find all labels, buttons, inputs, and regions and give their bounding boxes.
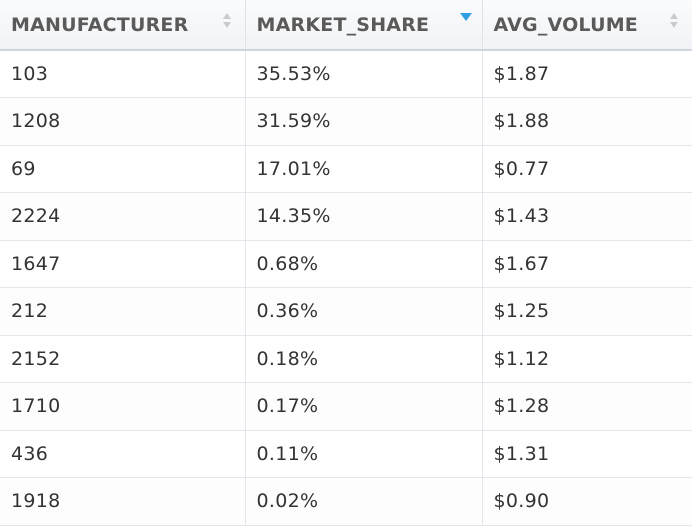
sort-descending-arrow-icon <box>670 22 678 28</box>
header-row: MANUFACTURER MARKET_SHARE AVG_VOLUME <box>0 0 692 51</box>
cell-manufacturer: 1647 <box>0 240 246 288</box>
cell-market-share: 0.02% <box>245 477 483 526</box>
cell-manufacturer: 2152 <box>0 335 246 383</box>
cell-avg-volume: $0.77 <box>482 145 692 193</box>
cell-market-share: 17.01% <box>245 145 483 193</box>
column-header-manufacturer[interactable]: MANUFACTURER <box>0 0 246 51</box>
table-row[interactable]: 212 0.36% $1.25 <box>0 287 692 336</box>
cell-avg-volume: $1.28 <box>482 382 692 431</box>
cell-avg-volume: $1.25 <box>482 287 692 336</box>
cell-avg-volume: $0.90 <box>482 477 692 526</box>
table-row[interactable]: 69 17.01% $0.77 <box>0 145 692 193</box>
cell-market-share: 0.36% <box>245 287 483 336</box>
sort-ascending-arrow-icon <box>670 13 678 19</box>
cell-market-share: 14.35% <box>245 192 483 241</box>
cell-manufacturer: 1208 <box>0 97 246 146</box>
table-body: 103 35.53% $1.87 1208 31.59% $1.88 69 17… <box>0 50 692 526</box>
table-row[interactable]: 436 0.11% $1.31 <box>0 430 692 478</box>
cell-market-share: 0.17% <box>245 382 483 431</box>
table-row[interactable]: 1208 31.59% $1.88 <box>0 97 692 146</box>
column-header-market-share[interactable]: MARKET_SHARE <box>245 0 483 51</box>
cell-avg-volume: $1.43 <box>482 192 692 241</box>
cell-market-share: 0.18% <box>245 335 483 383</box>
cell-avg-volume: $1.87 <box>482 50 692 98</box>
table-row[interactable]: 1918 0.02% $0.90 <box>0 477 692 526</box>
cell-avg-volume: $1.31 <box>482 430 692 478</box>
column-header-label: AVG_VOLUME <box>493 13 638 36</box>
table-row[interactable]: 1710 0.17% $1.28 <box>0 382 692 431</box>
table-header: MANUFACTURER MARKET_SHARE AVG_VOLUME <box>0 0 692 51</box>
cell-manufacturer: 69 <box>0 145 246 193</box>
sort-unsorted-icon[interactable] <box>670 13 680 31</box>
sort-ascending-arrow-icon <box>222 13 231 19</box>
sort-unsorted-icon[interactable] <box>222 13 233 31</box>
cell-market-share: 35.53% <box>245 50 483 98</box>
cell-market-share: 0.68% <box>245 240 483 288</box>
sort-descending-arrow-icon <box>222 22 231 28</box>
cell-manufacturer: 1710 <box>0 382 246 431</box>
column-header-avg-volume[interactable]: AVG_VOLUME <box>482 0 692 51</box>
table-row[interactable]: 2224 14.35% $1.43 <box>0 192 692 241</box>
cell-market-share: 31.59% <box>245 97 483 146</box>
cell-manufacturer: 436 <box>0 430 246 478</box>
table-row[interactable]: 103 35.53% $1.87 <box>0 50 692 98</box>
table-row[interactable]: 1647 0.68% $1.67 <box>0 240 692 288</box>
cell-manufacturer: 1918 <box>0 477 246 526</box>
cell-avg-volume: $1.88 <box>482 97 692 146</box>
cell-manufacturer: 2224 <box>0 192 246 241</box>
table-row[interactable]: 2152 0.18% $1.12 <box>0 335 692 383</box>
cell-manufacturer: 212 <box>0 287 246 336</box>
cell-avg-volume: $1.12 <box>482 335 692 383</box>
cell-market-share: 0.11% <box>245 430 483 478</box>
cell-avg-volume: $1.67 <box>482 240 692 288</box>
column-header-label: MARKET_SHARE <box>256 13 430 36</box>
sort-descending-active-icon[interactable] <box>459 13 472 21</box>
cell-manufacturer: 103 <box>0 50 246 98</box>
column-header-label: MANUFACTURER <box>11 13 189 36</box>
